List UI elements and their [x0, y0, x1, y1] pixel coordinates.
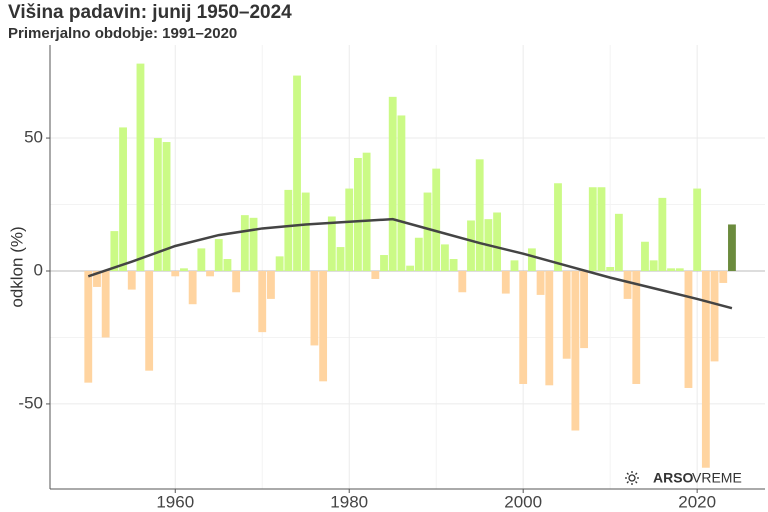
logo-icon [625, 471, 639, 485]
logo-product: VREME [692, 470, 742, 486]
x-tick-label: 2000 [504, 492, 542, 511]
bar [728, 224, 736, 271]
bar [467, 220, 475, 271]
bar [397, 115, 406, 271]
y-axis-label: odklon (%) [7, 226, 26, 307]
bar [701, 270, 710, 468]
bar [536, 270, 545, 295]
bar [423, 192, 432, 271]
bar [632, 270, 641, 384]
bar [588, 187, 597, 271]
bar [554, 183, 562, 271]
bar [319, 270, 328, 382]
bar [667, 268, 675, 271]
bar [449, 259, 458, 271]
bar [710, 270, 719, 362]
bar [493, 212, 502, 271]
bar [127, 270, 136, 290]
bar [719, 270, 728, 283]
logo: ARSO VREME [625, 470, 742, 486]
bar [93, 270, 101, 287]
bar [206, 270, 214, 277]
bar [153, 138, 162, 271]
bar [614, 213, 623, 271]
bar [110, 231, 119, 271]
bar [562, 270, 571, 359]
bar [145, 270, 154, 371]
bar [597, 187, 606, 271]
x-tick-label: 1960 [156, 492, 194, 511]
bar [649, 260, 658, 271]
bar [362, 152, 371, 271]
bar [675, 268, 684, 271]
bar [658, 197, 667, 271]
bar [527, 248, 536, 271]
bar [267, 270, 275, 299]
y-tick-label: 0 [34, 260, 43, 279]
x-tick-label: 1980 [330, 492, 368, 511]
bar [580, 270, 588, 349]
bar [693, 188, 702, 271]
bar [684, 270, 693, 388]
y-tick-label: 50 [24, 128, 43, 147]
bar [301, 192, 310, 271]
bar [119, 127, 127, 271]
bar [197, 248, 206, 271]
bar [606, 267, 615, 271]
bar [623, 270, 632, 299]
bar [162, 142, 171, 271]
x-tick-label: 2020 [678, 492, 716, 511]
bar [641, 241, 649, 271]
bar [101, 270, 110, 338]
bar [345, 188, 354, 271]
bar [284, 189, 293, 271]
bar [310, 270, 319, 346]
bar [406, 265, 415, 271]
bar [475, 159, 484, 271]
bar [336, 247, 345, 271]
bar [84, 270, 93, 383]
bar [458, 270, 467, 293]
bar [232, 270, 241, 293]
bar [510, 260, 519, 271]
bar [293, 75, 301, 271]
bar [432, 168, 441, 271]
bar [136, 63, 145, 271]
bar [214, 239, 223, 271]
bar [440, 244, 449, 271]
trend-line [87, 217, 733, 310]
bar [249, 217, 258, 271]
bar [171, 270, 180, 277]
bar [371, 270, 380, 279]
bar [380, 255, 388, 271]
bar [223, 259, 232, 271]
bar [354, 157, 362, 271]
bar [327, 216, 336, 271]
chart-subtitle: Primerjalno obdobje: 1991–2020 [8, 25, 237, 42]
bar [188, 270, 197, 305]
bar [240, 215, 249, 271]
bar [519, 270, 528, 384]
bar [275, 256, 284, 271]
logo-brand: ARSO [653, 470, 694, 486]
chart-title: Višina padavin: junij 1950–2024 [8, 2, 292, 23]
bar [414, 237, 423, 271]
bar [388, 96, 397, 271]
y-tick-label: -50 [18, 393, 43, 412]
bar [180, 268, 188, 271]
bar [571, 270, 580, 431]
bar [501, 270, 510, 294]
bar [545, 270, 554, 386]
bar [258, 270, 267, 333]
